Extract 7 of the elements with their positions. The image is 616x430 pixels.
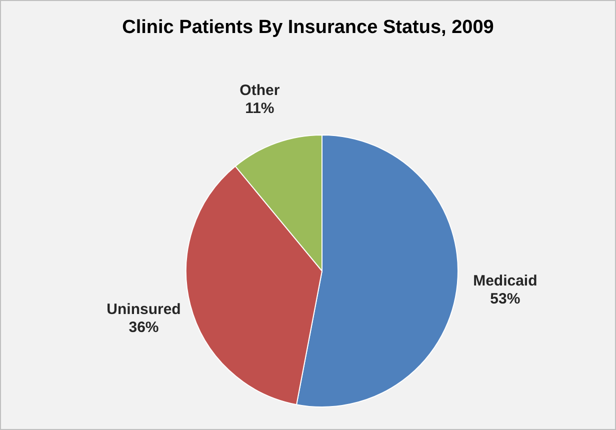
slice-label: Medicaid [473,272,538,290]
slice-label: Uninsured [106,300,181,318]
data-label: 53% [490,290,520,308]
slice-label: Other [240,82,280,99]
chart-title: Clinic Patients By Insurance Status, 2009 [121,17,495,39]
data-label: 11% [245,100,274,117]
data-label: 36% [128,318,159,336]
